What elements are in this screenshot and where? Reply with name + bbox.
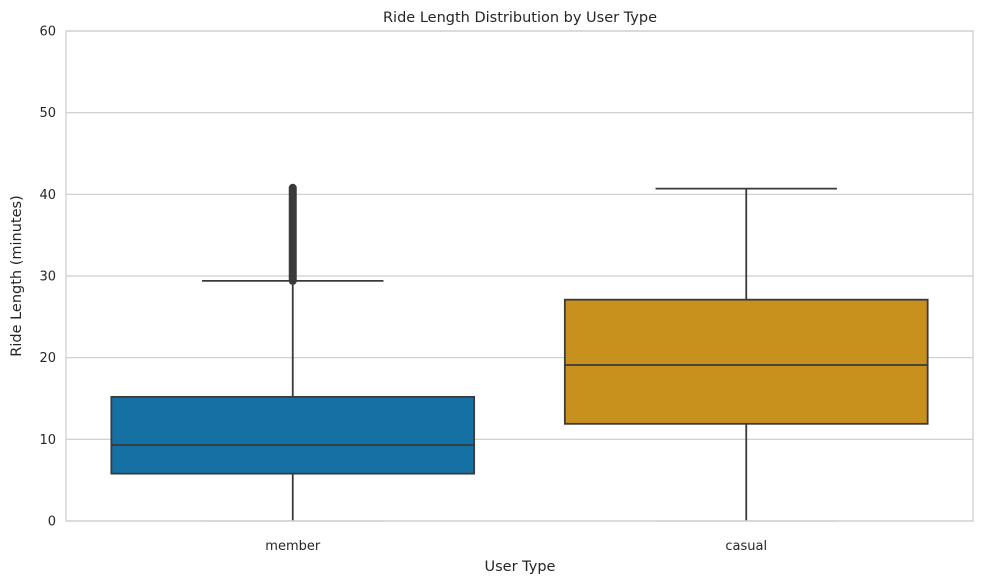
y-axis-ticks: 0 10 20 30 40 50 60 [39,25,56,530]
y-tick-label: 20 [39,351,56,366]
y-tick-label: 30 [39,270,56,285]
plot-frame [65,30,974,522]
y-tick-label: 60 [39,25,56,40]
boxes [110,183,929,522]
iqr-box [563,298,929,425]
x-tick-label: member [265,539,321,554]
y-tick-label: 40 [39,188,56,203]
y-axis-label: Ride Length (minutes) [9,195,25,356]
y-tick-label: 50 [39,106,56,121]
x-axis-ticks: member casual [265,539,767,554]
iqr-box [110,395,476,475]
y-tick-label: 10 [39,433,56,448]
y-tick-label: 0 [48,515,56,530]
x-axis-label: User Type [485,559,556,575]
box-casual [563,187,929,522]
chart-title: Ride Length Distribution by User Type [383,10,657,26]
x-tick-label: casual [725,539,767,554]
